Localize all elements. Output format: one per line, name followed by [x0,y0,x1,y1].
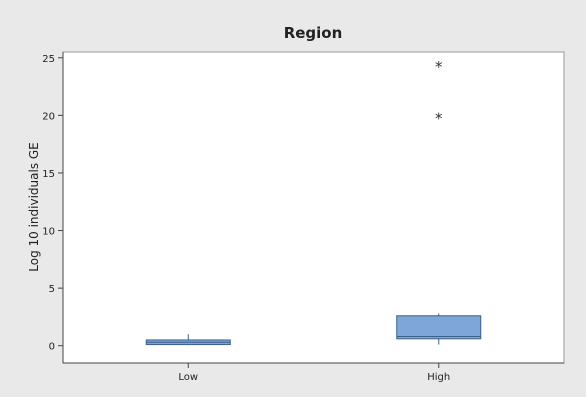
outlier-point: * [435,110,443,128]
y-tick-label: 15 [42,169,55,180]
y-tick-label: 20 [42,111,55,122]
box-group-high: ** [396,58,482,345]
plot-area [62,51,565,364]
x-axis: Low High [63,362,564,383]
box-series: ** [145,58,482,346]
y-tick-label: 0 [49,342,55,353]
x-category-label: High [427,372,450,383]
y-tick-label: 25 [42,54,55,65]
y-tick-label: 10 [42,227,55,238]
y-axis: 0 5 10 15 20 25 [42,52,64,363]
x-category-label: Low [178,372,198,383]
y-axis-label: Log 10 individuals GE [27,142,41,272]
box-iqr [396,315,482,340]
outlier-point: * [435,58,443,76]
chart-title: Region [284,24,343,42]
box-group-low [145,334,231,346]
y-tick-label: 5 [49,284,55,295]
